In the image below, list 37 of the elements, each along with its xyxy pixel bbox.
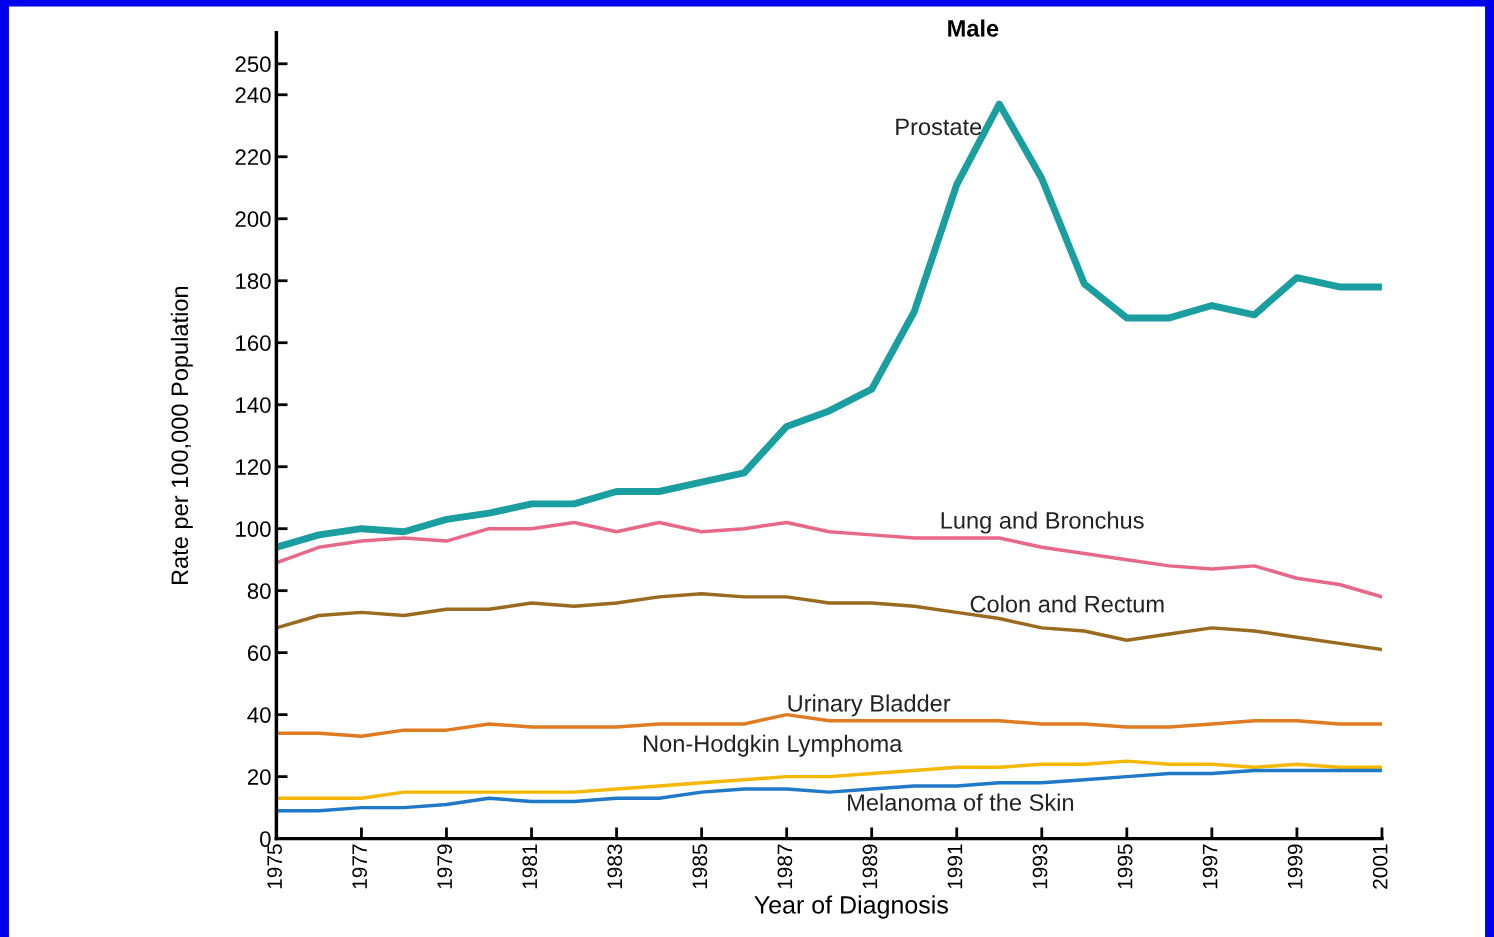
x-tick-label: 1999 bbox=[1287, 844, 1303, 889]
series-label: Prostate bbox=[896, 118, 982, 136]
x-tick-label: 1987 bbox=[777, 844, 793, 889]
series-label: Urinary Bladder bbox=[788, 694, 951, 717]
y-tick-label: 160 bbox=[236, 335, 271, 351]
y-tick-label: 100 bbox=[236, 521, 271, 537]
line-series bbox=[276, 592, 1382, 652]
y-axis-title: Rate per 100,000 Population bbox=[170, 286, 193, 585]
y-tick-label: 60 bbox=[247, 645, 271, 661]
x-tick-label: 1991 bbox=[947, 844, 963, 889]
x-tick-label: 1985 bbox=[692, 844, 708, 889]
series-label: Lung and Bronchus bbox=[941, 511, 1144, 534]
series-label: Melanoma of the Skin bbox=[848, 793, 1074, 811]
y-tick-label: 40 bbox=[247, 707, 271, 723]
x-tick-label: 1983 bbox=[607, 844, 623, 889]
x-tick-label: 2001 bbox=[1372, 844, 1388, 889]
y-tick-label: 200 bbox=[235, 211, 271, 228]
series-label: Non-Hodgkin Lymphoma bbox=[644, 734, 903, 757]
x-axis-title: Year of Diagnosis bbox=[754, 895, 948, 919]
y-tick-label: 120 bbox=[236, 459, 271, 475]
x-tick-label: 1989 bbox=[862, 844, 878, 889]
x-tick-label: 1995 bbox=[1117, 844, 1133, 889]
x-tick-label: 1979 bbox=[437, 844, 453, 889]
y-tick-label: 250 bbox=[235, 56, 271, 73]
x-tick-label: 1997 bbox=[1202, 844, 1218, 889]
series-label: Colon and Rectum bbox=[970, 595, 1164, 613]
y-tick-label: 220 bbox=[235, 149, 271, 166]
y-tick-label: 20 bbox=[247, 769, 271, 785]
y-tick-label: 140 bbox=[236, 397, 271, 413]
x-tick-label: 1977 bbox=[352, 844, 368, 889]
y-tick-label: 240 bbox=[235, 87, 271, 104]
line-series bbox=[276, 768, 1382, 813]
y-tick-label: 180 bbox=[236, 273, 271, 290]
x-tick-label: 1981 bbox=[522, 844, 538, 889]
chart-title: Male bbox=[948, 19, 999, 37]
x-tick-label: 1993 bbox=[1032, 844, 1048, 889]
y-tick-label: 80 bbox=[247, 583, 271, 599]
